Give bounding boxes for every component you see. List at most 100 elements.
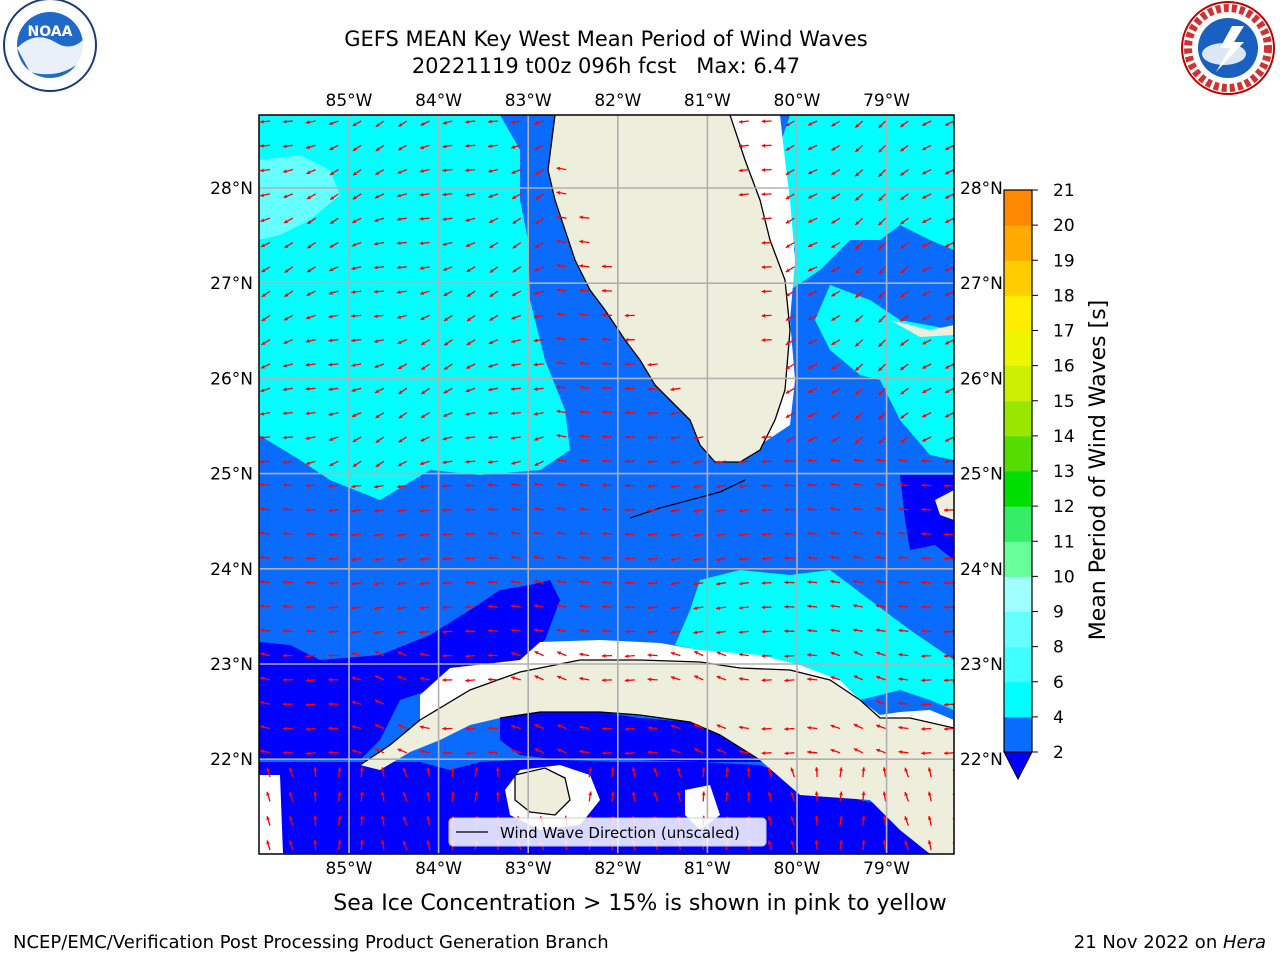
colorbar-tick-label: 10 [1053, 567, 1075, 587]
wind-wave-arrow [352, 120, 362, 127]
wind-wave-arrow [921, 751, 932, 756]
wind-wave-arrow [352, 217, 362, 224]
wind-wave-arrow [282, 604, 293, 609]
wind-wave-arrow [419, 725, 430, 730]
wind-wave-arrow [807, 482, 818, 487]
wind-wave-arrow [899, 144, 909, 152]
wind-wave-arrow [693, 484, 704, 489]
wind-wave-arrow [396, 581, 407, 586]
wind-wave-arrow [442, 241, 453, 246]
wind-wave-arrow [443, 314, 453, 322]
wind-wave-arrow [465, 532, 476, 536]
wind-wave-arrow [785, 412, 795, 419]
wind-wave-arrow [442, 556, 453, 561]
wind-wave-arrow [260, 217, 271, 223]
wind-wave-arrow [839, 767, 843, 778]
ocean-period-under-2-southwest [259, 580, 560, 760]
wind-wave-arrow [328, 532, 339, 537]
wind-wave-arrow [852, 579, 863, 584]
wind-wave-arrow [785, 387, 795, 394]
wind-wave-arrow [716, 724, 727, 730]
wind-wave-arrow [261, 290, 271, 298]
wind-wave-arrow [761, 629, 772, 634]
wind-wave-arrow [738, 484, 749, 489]
wind-wave-arrow [831, 169, 841, 176]
wind-wave-arrow [465, 556, 476, 561]
wind-wave-arrow [426, 815, 431, 826]
wind-wave-arrow [693, 436, 704, 440]
wind-wave-arrow [534, 650, 544, 657]
wind-wave-arrow [282, 119, 293, 124]
wind-wave-arrow [921, 314, 932, 321]
wind-wave-arrow [807, 363, 818, 369]
wind-wave-arrow [260, 604, 271, 609]
wind-wave-arrow [488, 363, 499, 368]
wind-wave-arrow [487, 507, 499, 512]
wind-wave-arrow [495, 767, 500, 778]
wind-wave-arrow [511, 460, 521, 465]
wind-wave-arrow [283, 339, 294, 345]
wind-wave-arrow [375, 144, 385, 152]
wind-wave-arrow [419, 557, 430, 562]
wind-wave-arrow [305, 339, 316, 343]
colorbar-tick-label: 12 [1053, 497, 1075, 517]
wind-wave-arrow [396, 290, 407, 295]
wind-wave-arrow [601, 678, 613, 683]
wind-wave-arrow [767, 815, 773, 826]
wind-wave-arrow [328, 484, 339, 488]
wind-wave-arrow [374, 723, 385, 730]
wind-wave-arrow [814, 839, 819, 851]
wind-wave-arrow [556, 361, 567, 365]
wind-wave-arrow [601, 361, 613, 366]
wind-wave-arrow [533, 120, 544, 125]
wind-wave-arrow [556, 190, 567, 195]
wind-wave-arrow [899, 314, 909, 322]
wind-wave-arrow [943, 678, 954, 683]
wind-wave-arrow [396, 630, 407, 635]
wind-wave-arrow [306, 193, 316, 200]
andros-land [935, 490, 954, 520]
wind-wave-arrow [670, 676, 681, 681]
wind-wave-arrow [898, 531, 909, 536]
wind-wave-arrow [830, 676, 841, 681]
wind-wave-arrow [442, 411, 453, 418]
wind-wave-arrow [904, 791, 910, 802]
wind-wave-arrow [579, 507, 590, 511]
wind-wave-arrow [282, 460, 293, 465]
wind-wave-arrow [510, 579, 521, 584]
wind-wave-arrow [397, 748, 408, 754]
wind-wave-arrow [738, 749, 749, 754]
wind-wave-arrow [601, 556, 613, 560]
wind-wave-direction-arrows [259, 119, 954, 851]
wind-wave-arrow [419, 192, 430, 197]
ocean-period-4-6-west [259, 115, 570, 500]
wind-wave-arrow [647, 557, 658, 561]
wind-wave-arrow [878, 266, 887, 275]
wind-wave-arrow [899, 120, 909, 128]
wind-wave-arrow [875, 458, 886, 463]
wind-wave-arrow [556, 604, 567, 608]
wind-wave-arrow [450, 767, 455, 778]
wind-wave-arrow [601, 288, 613, 293]
wind-wave-arrow [402, 767, 408, 778]
wind-wave-arrow [351, 749, 362, 754]
wind-wave-arrow [282, 144, 293, 149]
wind-wave-arrow [767, 767, 773, 778]
wind-wave-arrow [579, 385, 590, 390]
wind-wave-arrow [761, 508, 772, 513]
wind-wave-arrow [898, 604, 909, 609]
wind-wave-arrow [904, 767, 910, 778]
ocean-period-under-2-bahamas [900, 475, 954, 560]
wind-wave-arrow [284, 241, 294, 249]
wind-wave-arrow [878, 217, 887, 226]
wind-wave-arrow [397, 363, 408, 370]
wind-wave-arrow [402, 816, 408, 826]
wind-wave-arrow [830, 579, 841, 584]
wind-wave-arrow [899, 412, 909, 420]
wind-wave-arrow [807, 241, 818, 248]
colorbar-segment [1004, 260, 1032, 296]
wind-wave-arrow [511, 749, 521, 754]
wind-wave-arrow [488, 168, 499, 173]
wind-wave-arrow [830, 651, 841, 657]
colorbar-tick-label: 20 [1053, 216, 1075, 236]
